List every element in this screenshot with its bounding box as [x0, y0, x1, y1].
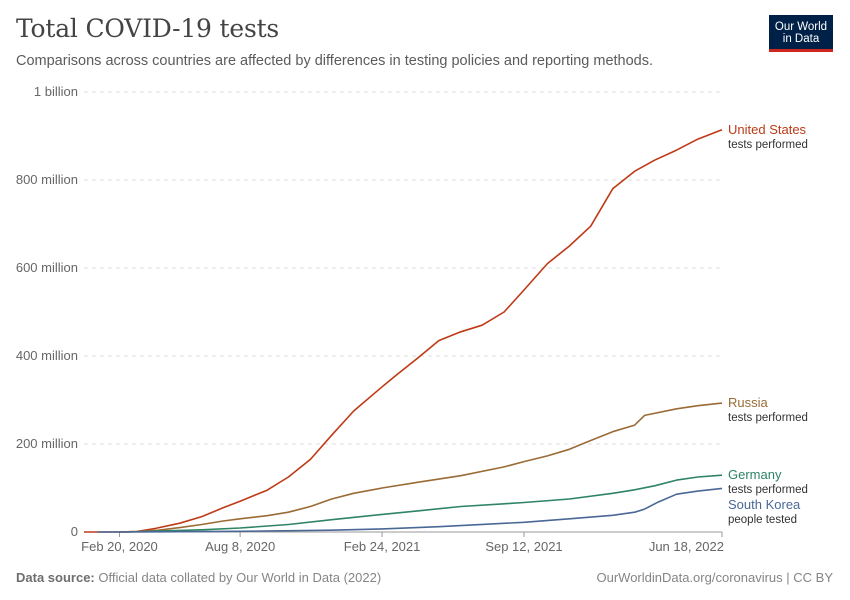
data-source: Data source: Official data collated by O… — [16, 570, 381, 585]
series-lines — [84, 129, 723, 533]
series-sub-label: tests performed — [728, 412, 808, 424]
series-line — [119, 402, 723, 533]
series-sub-label: people tested — [728, 514, 797, 526]
logo-line-2: in Data — [782, 33, 820, 45]
y-tick-label: 600 million — [16, 260, 78, 275]
y-tick-label: 800 million — [16, 172, 78, 187]
series-line — [97, 487, 723, 533]
y-tick-label: 200 million — [16, 436, 78, 451]
y-tick-label: 1 billion — [34, 84, 78, 99]
x-axis: Feb 20, 2020 Aug 8, 2020 Feb 24, 2021 Sep 1… — [81, 531, 724, 554]
footer-link[interactable]: OurWorldinData.org/coronavirus | CC BY — [596, 570, 833, 585]
series-name-label: Germany — [728, 467, 782, 482]
x-tick-label: Aug 8, 2020 — [205, 539, 275, 554]
data-source-text: Official data collated by Our World in D… — [98, 570, 382, 585]
x-tick-label: Feb 24, 2021 — [344, 539, 421, 554]
x-tick-label: Sep 12, 2021 — [485, 539, 562, 554]
chart-title: Total COVID-19 tests — [16, 14, 280, 43]
owid-logo[interactable]: Our World in Data — [769, 15, 833, 52]
y-tick-label: 400 million — [16, 348, 78, 363]
line-chart[interactable]: Feb 20, 2020 Aug 8, 2020 Feb 24, 2021 Sep 1… — [0, 0, 850, 560]
series-line — [84, 129, 723, 533]
chart-gridlines — [84, 91, 722, 445]
series-name-label: United States — [728, 122, 807, 137]
x-tick-label: Jun 18, 2022 — [649, 539, 724, 554]
series-sub-label: tests performed — [728, 484, 808, 496]
series-name-label: Russia — [728, 395, 769, 410]
logo-line-1: Our World — [774, 21, 828, 33]
x-tick-label: Feb 20, 2020 — [81, 539, 158, 554]
y-axis: 0 200 million 400 million 600 million 800 mi… — [16, 84, 78, 539]
y-tick-label: 0 — [71, 524, 78, 539]
series-line — [126, 474, 723, 533]
series-name-label: South Korea — [728, 497, 801, 512]
data-source-label: Data source: — [16, 570, 95, 585]
chart-subtitle: Comparisons across countries are affecte… — [16, 53, 654, 69]
series-labels: United States tests performed Russia tests … — [728, 122, 808, 526]
series-sub-label: tests performed — [728, 139, 808, 151]
